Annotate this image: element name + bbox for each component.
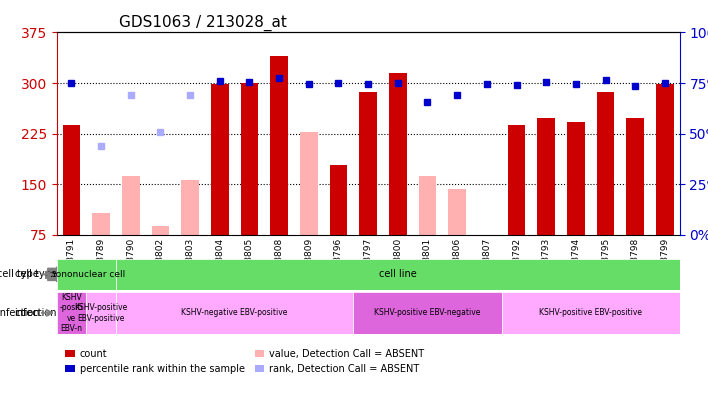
Bar	[57, 292, 86, 334]
Bar	[597, 92, 615, 235]
Bar	[448, 189, 466, 235]
Text: cell type: cell type	[0, 269, 39, 279]
Bar	[241, 83, 258, 235]
Text: mononuclear cell: mononuclear cell	[47, 270, 125, 279]
Text: KSHV-positive
EBV-positive: KSHV-positive EBV-positive	[74, 303, 127, 322]
Text: cell line: cell line	[379, 269, 417, 279]
Bar	[92, 213, 110, 235]
Bar	[656, 84, 674, 235]
Bar	[181, 179, 199, 235]
FancyArrow shape	[47, 267, 59, 282]
Bar	[116, 292, 353, 334]
Bar	[57, 259, 116, 290]
Text: cell type: cell type	[15, 269, 57, 279]
Bar	[152, 226, 169, 235]
Bar	[537, 118, 555, 235]
Bar	[122, 175, 139, 235]
Bar	[300, 132, 318, 235]
Bar	[330, 165, 348, 235]
Text: KSHV-positive EBV-positive: KSHV-positive EBV-positive	[539, 308, 642, 318]
Text: KSHV-positive EBV-negative: KSHV-positive EBV-negative	[375, 308, 481, 318]
Bar	[567, 122, 585, 235]
Bar	[359, 92, 377, 235]
Text: infection: infection	[0, 308, 40, 318]
Text: KSHV-negative EBV-positive: KSHV-negative EBV-positive	[181, 308, 288, 318]
Text: infection: infection	[14, 308, 57, 318]
Bar	[62, 125, 81, 235]
Bar	[389, 73, 406, 235]
Bar	[508, 125, 525, 235]
Bar	[627, 118, 644, 235]
Bar	[270, 56, 288, 235]
Bar	[418, 175, 436, 235]
Text: KSHV
-positi
ve
EBV-n: KSHV -positi ve EBV-n	[59, 293, 84, 333]
Bar	[86, 292, 116, 334]
Text: GDS1063 / 213028_at: GDS1063 / 213028_at	[119, 15, 287, 31]
Bar	[211, 84, 229, 235]
Legend: count, percentile rank within the sample, value, Detection Call = ABSENT, rank, : count, percentile rank within the sample…	[62, 345, 428, 378]
Bar	[502, 292, 680, 334]
Bar	[353, 292, 502, 334]
